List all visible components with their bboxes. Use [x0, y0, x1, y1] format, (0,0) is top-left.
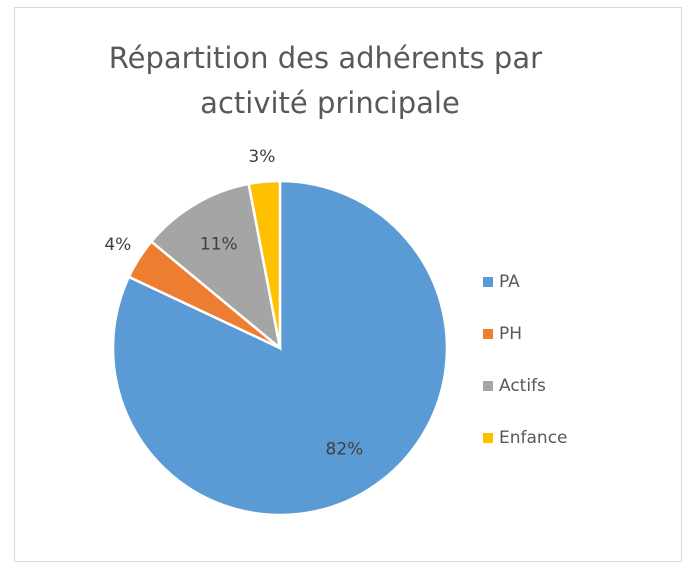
legend-swatch	[483, 277, 493, 287]
pie-slice	[149, 182, 282, 352]
legend-swatch	[483, 381, 493, 391]
legend-swatch	[483, 329, 493, 339]
legend-label: Enfance	[499, 428, 568, 448]
legend-label: PH	[499, 324, 522, 344]
title-line: Répartition des adhérents par	[109, 41, 542, 75]
data-label: 82%	[326, 440, 364, 460]
pie-slice	[247, 179, 282, 349]
title-line: activité principale	[200, 86, 460, 120]
legend-swatch	[483, 433, 493, 443]
chart-title: Répartition des adhérents par activité p…	[109, 41, 552, 120]
pie: 82% 4% 11% 3%	[104, 147, 449, 517]
data-label: 4%	[104, 235, 131, 255]
data-label: 11%	[200, 235, 238, 255]
legend-label: PA	[499, 272, 520, 292]
legend-label: Actifs	[499, 376, 546, 396]
data-label: 3%	[248, 147, 275, 167]
